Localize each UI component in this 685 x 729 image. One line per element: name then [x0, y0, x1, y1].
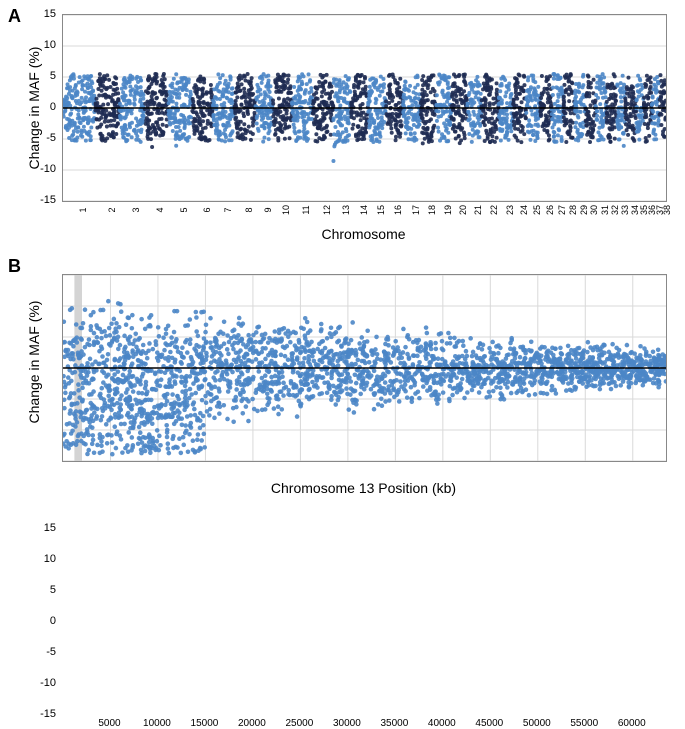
- panel-a-label: A: [8, 6, 21, 27]
- panel-a-xtick: 14: [359, 205, 369, 215]
- panel-a-ytick: -15: [28, 194, 56, 206]
- panel-a-xtick: 22: [489, 205, 499, 215]
- panel-b: B Change in MAF (%) -15-10-5051015 50001…: [0, 254, 685, 509]
- panel-a-xtick: 27: [557, 205, 567, 215]
- panel-a-xtick: 8: [244, 207, 254, 212]
- panel-b-ytick: 0: [28, 615, 56, 627]
- panel-a-ytick: 0: [28, 101, 56, 113]
- panel-b-xtick: 25000: [285, 718, 313, 729]
- panel-a-xtick: 21: [473, 205, 483, 215]
- panel-a-xtick: 20: [458, 205, 468, 215]
- panel-b-xtick: 35000: [380, 718, 408, 729]
- panel-a-xtick: 33: [620, 205, 630, 215]
- panel-a-plot: [62, 14, 667, 202]
- panel-a-xtick: 23: [505, 205, 515, 215]
- panel-a-xtick: 26: [545, 205, 555, 215]
- panel-a-xtick: 12: [322, 205, 332, 215]
- panel-a-xtick: 5: [179, 207, 189, 212]
- panel-a-xtick: 2: [107, 207, 117, 212]
- panel-a-ytick: 5: [28, 70, 56, 82]
- panel-a-xtick: 32: [610, 205, 620, 215]
- panel-b-ylabel: Change in MAF (%): [26, 282, 42, 442]
- panel-b-ytick: 15: [28, 522, 56, 534]
- panel-b-xtick: 40000: [428, 718, 456, 729]
- panel-a-xtick: 31: [600, 205, 610, 215]
- panel-b-xtick: 20000: [238, 718, 266, 729]
- panel-b-xtick: 60000: [618, 718, 646, 729]
- panel-a-xtick: 18: [427, 205, 437, 215]
- panel-a-ytick: -10: [28, 163, 56, 175]
- panel-b-xtick: 5000: [98, 718, 120, 729]
- panel-a-xtick: 25: [532, 205, 542, 215]
- panel-a-xlabel: Chromosome: [62, 226, 665, 242]
- panel-b-xtick: 50000: [523, 718, 551, 729]
- panel-a-xtick: 19: [443, 205, 453, 215]
- panel-a-xtick: 30: [589, 205, 599, 215]
- panel-a-xtick: 28: [568, 205, 578, 215]
- panel-b-ytick: -15: [28, 708, 56, 720]
- panel-a-xtick: 13: [341, 205, 351, 215]
- panel-a-ytick: -5: [28, 132, 56, 144]
- panel-a-xtick: 38: [662, 205, 672, 215]
- panel-a-xtick: 4: [155, 207, 165, 212]
- panel-b-xlabel: Chromosome 13 Position (kb): [62, 480, 665, 496]
- panel-b-xtick: 30000: [333, 718, 361, 729]
- panel-b-svg: [63, 275, 666, 461]
- panel-a-xtick: 7: [223, 207, 233, 212]
- panel-a-xtick: 10: [281, 205, 291, 215]
- panel-b-plot: [62, 274, 667, 462]
- panel-b-ytick: 5: [28, 584, 56, 596]
- panel-a-svg: [63, 15, 666, 201]
- panel-b-ytick: -10: [28, 677, 56, 689]
- panel-a-ytick: 10: [28, 39, 56, 51]
- panel-b-xtick: 15000: [191, 718, 219, 729]
- panel-a-xtick: 17: [411, 205, 421, 215]
- panel-a-xtick: 24: [519, 205, 529, 215]
- panel-a-xtick: 6: [202, 207, 212, 212]
- panel-b-xtick: 45000: [475, 718, 503, 729]
- panel-b-label: B: [8, 256, 21, 277]
- figure-root: A Change in MAF (%) -15-10-5051015 12345…: [0, 0, 685, 509]
- panel-a-ytick: 15: [28, 8, 56, 20]
- panel-a-xtick: 9: [263, 207, 273, 212]
- panel-a: A Change in MAF (%) -15-10-5051015 12345…: [0, 0, 685, 254]
- panel-b-xtick: 10000: [143, 718, 171, 729]
- panel-a-xtick: 29: [579, 205, 589, 215]
- panel-b-xtick: 55000: [570, 718, 598, 729]
- panel-b-ytick: -5: [28, 646, 56, 658]
- panel-a-xtick: 16: [393, 205, 403, 215]
- panel-a-xtick: 15: [376, 205, 386, 215]
- panel-b-ytick: 10: [28, 553, 56, 565]
- panel-a-xtick: 1: [78, 207, 88, 212]
- panel-a-xtick: 11: [301, 205, 311, 214]
- panel-a-xtick: 3: [131, 207, 141, 212]
